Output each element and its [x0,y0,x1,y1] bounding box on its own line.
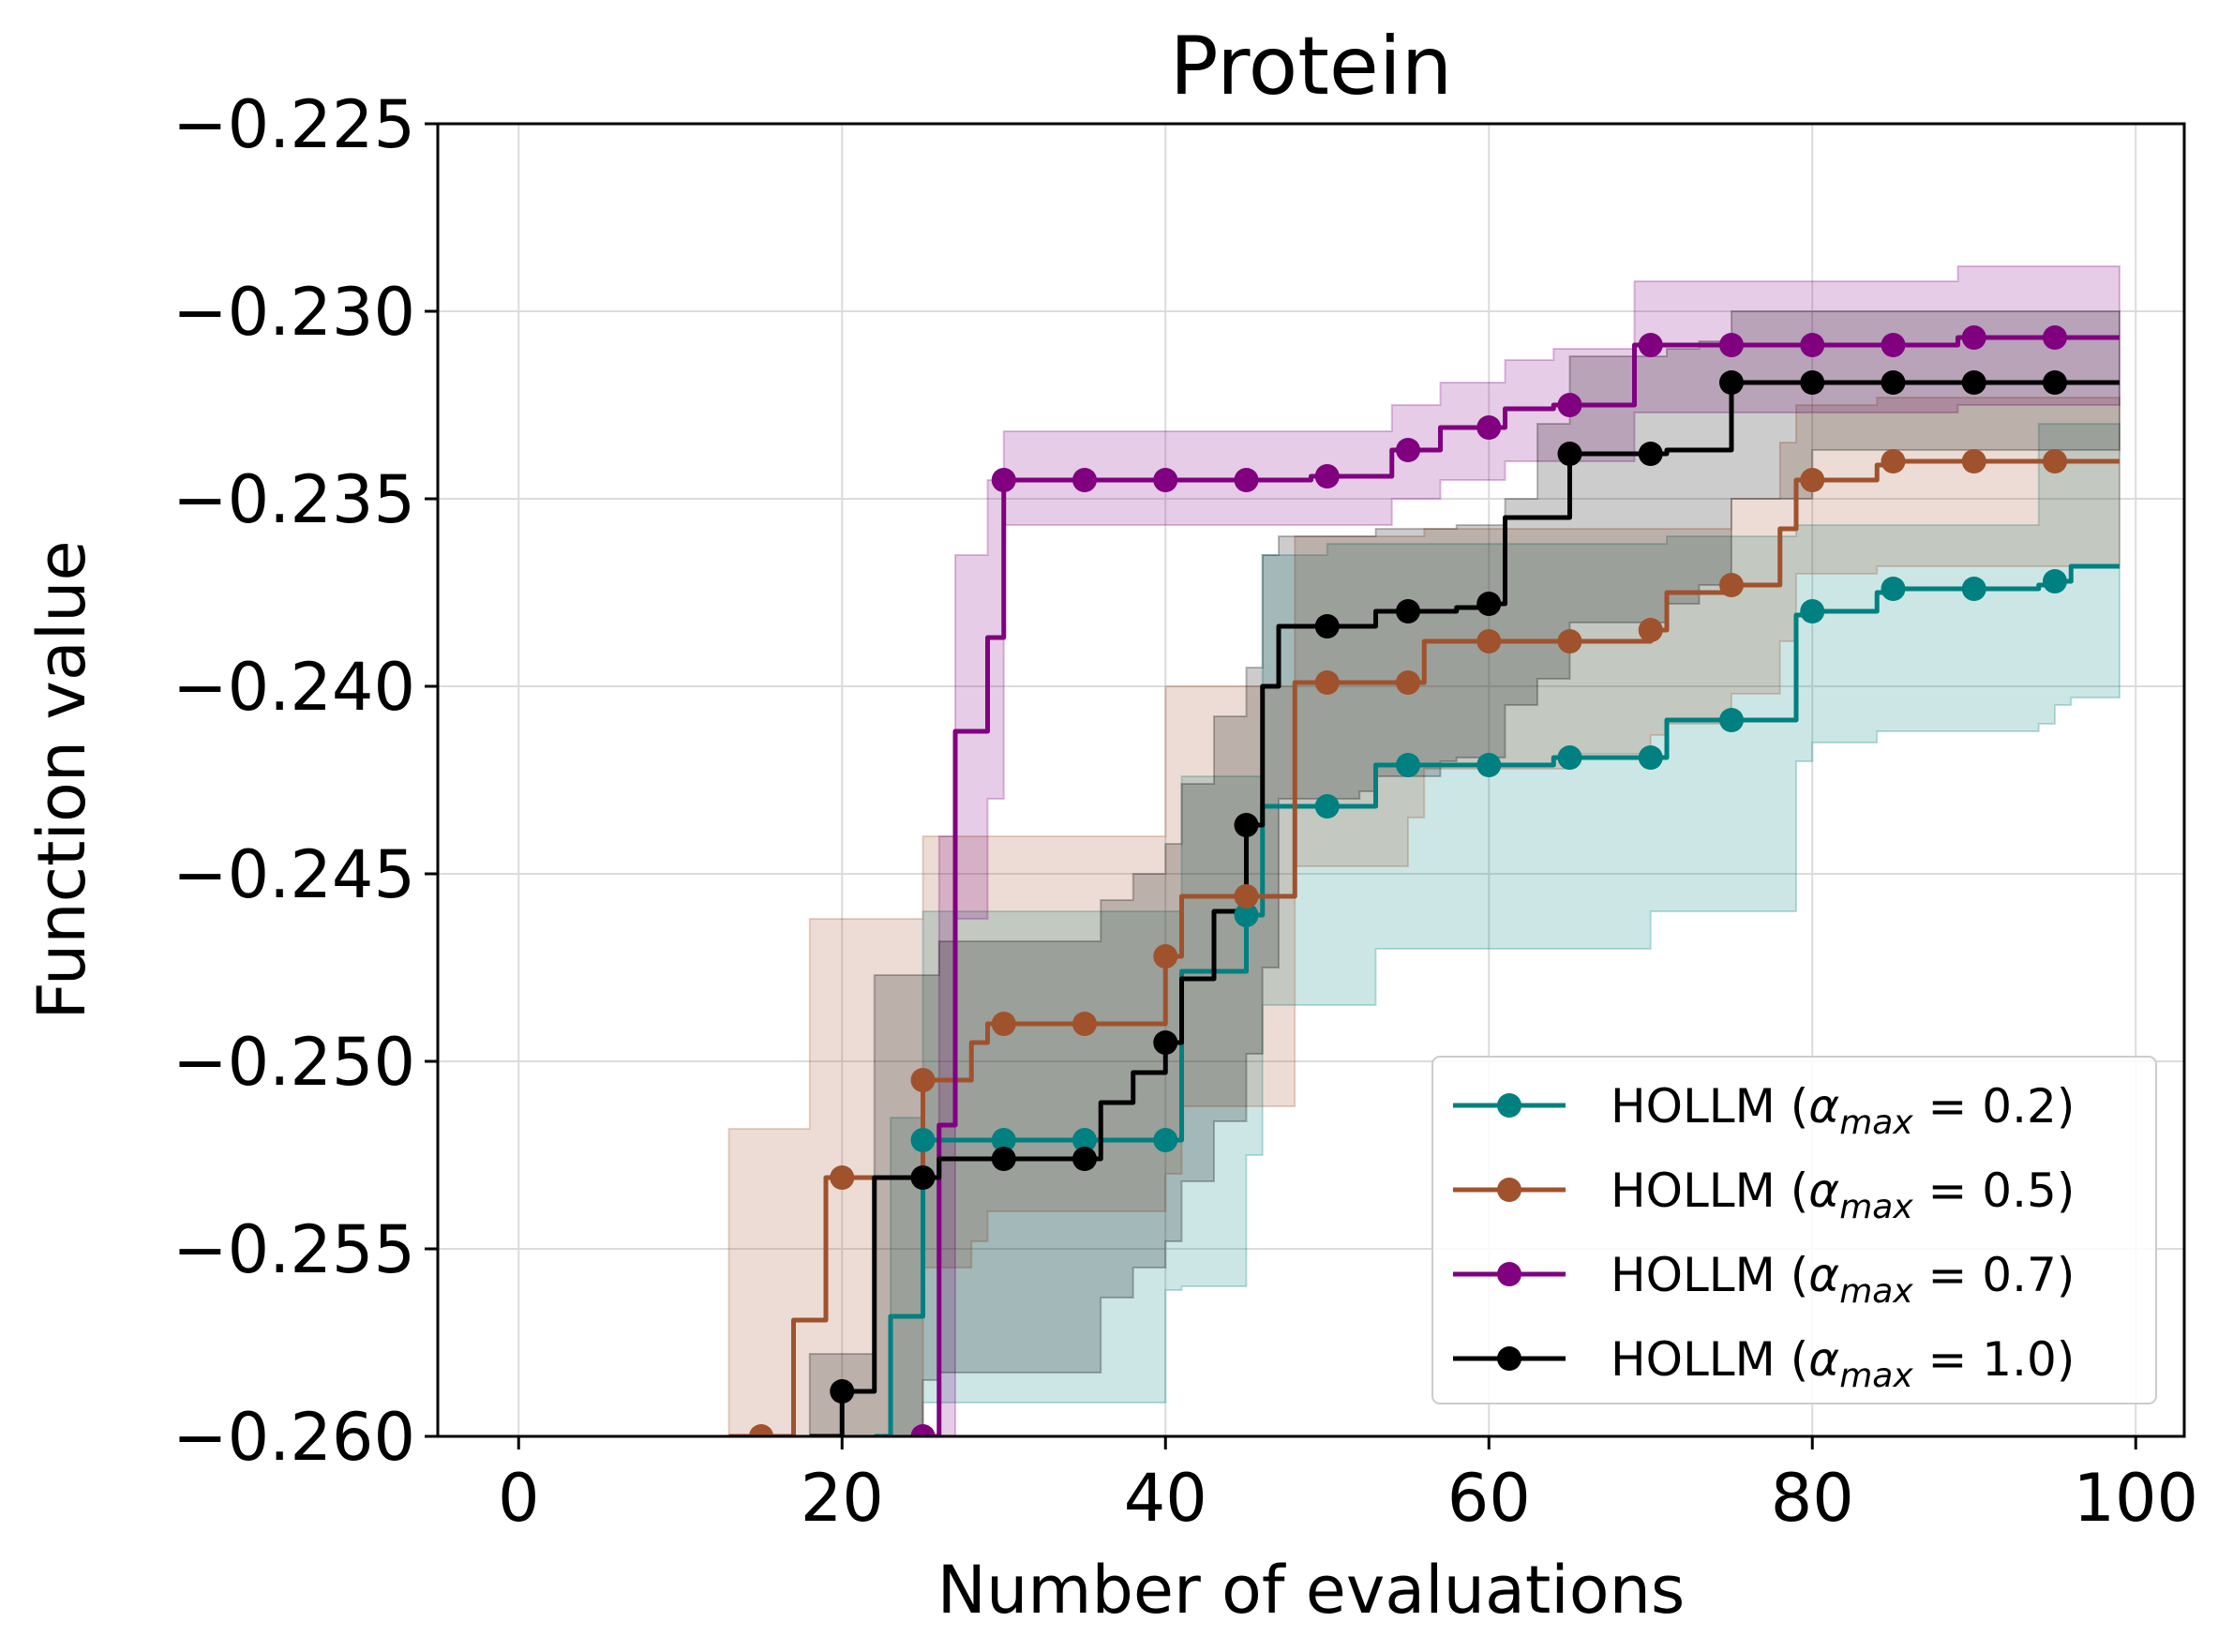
marker-0-7 [991,468,1016,492]
marker-0-7 [2043,325,2067,350]
marker-0-2 [1314,794,1340,818]
line-0-7 [922,335,2120,1436]
marker-0-5 [991,1012,1016,1036]
marker-0-5 [2043,449,2067,473]
marker-0-5 [1638,618,1663,642]
marker-1-0 [1234,813,1259,837]
legend-label-1-0: HOLLM (αmax = 1.0) [1611,1332,2075,1395]
legend-box [1431,1056,2157,1404]
x-tick-label: 0 [498,1460,540,1537]
x-axis: 0 20 40 60 80 100 [498,1436,2198,1537]
marker-0-2 [1961,577,1986,601]
marker-0-5 [1719,573,1744,597]
marker-0-2 [910,1128,936,1152]
marker-0-5 [1072,1012,1097,1036]
marker-0-7 [1314,464,1340,488]
marker-1-0 [910,1165,936,1190]
legend-label-0-5: HOLLM (αmax = 0.5) [1611,1164,2075,1226]
marker-1-0 [1396,599,1420,623]
marker-0-2 [1234,903,1259,927]
marker-0-7 [1557,393,1582,417]
marker-0-7 [1881,333,1906,357]
plot-frame [436,122,2186,1438]
marker-0-5 [830,1165,855,1190]
marker-0-5 [910,1068,936,1092]
x-tick-label: 60 [1447,1460,1531,1537]
marker-0-2 [1557,745,1582,770]
marker-1-0 [1314,614,1340,638]
band-0-5 [727,397,2121,1436]
marker-0-7 [1638,333,1663,357]
marker-0-2 [1396,753,1420,777]
marker-0-7 [1961,325,1986,350]
legend-marker-1-0 [1497,1346,1521,1371]
y-tick-label: −0.255 [172,1211,415,1288]
chart-title: Protein [1170,20,1452,113]
x-tick-label: 20 [801,1460,884,1537]
marker-0-2 [1719,708,1744,732]
marker-0-7 [1800,333,1825,357]
marker-1-0 [830,1379,855,1404]
legend-marker-0-2 [1497,1093,1521,1118]
legend: HOLLM (αmax = 0.2) HOLLM (αmax = 0.5) HOLL… [1431,1056,2157,1404]
marker-0-7 [910,1424,936,1436]
marker-0-7 [1719,333,1744,357]
y-tick-label: −0.235 [172,461,415,538]
y-tick-label: −0.225 [172,86,415,163]
marker-0-5 [1881,449,1906,473]
marker-0-5 [1476,629,1502,653]
marker-0-2 [991,1128,1016,1152]
marker-1-0 [1881,370,1906,395]
x-tick-label: 40 [1124,1460,1207,1537]
y-tick-label: −0.245 [172,836,415,913]
marker-1-0 [1557,442,1582,466]
marker-1-0 [1153,1030,1178,1055]
marker-0-2 [1153,1128,1178,1152]
marker-0-5 [1314,670,1340,695]
marker-1-0 [1719,370,1744,395]
y-axis: −0.260 −0.255 −0.250 −0.245 −0.240 −0.235 −0.2… [172,86,438,1476]
y-tick-label: −0.230 [172,274,415,351]
marker-0-2 [1638,745,1663,770]
legend-marker-0-7 [1497,1262,1521,1286]
y-axis-title: Function value [23,540,100,1019]
marker-0-5 [1396,670,1420,695]
x-tick-label: 100 [2073,1460,2198,1537]
marker-0-7 [1234,468,1259,492]
legend-label-0-2: HOLLM (αmax = 0.2) [1611,1079,2075,1142]
line-1-0 [809,380,2120,1436]
marker-1-0 [1638,442,1663,466]
marker-1-0 [1800,370,1825,395]
marker-0-5 [1800,468,1825,492]
marker-1-0 [1072,1147,1097,1171]
x-tick-label: 80 [1771,1460,1854,1537]
marker-0-7 [1153,468,1178,492]
series-markers [749,325,2067,1436]
marker-0-5 [749,1424,773,1436]
x-axis-title: Number of evaluations [937,1552,1686,1629]
marker-1-0 [1476,592,1502,616]
legend-marker-0-5 [1497,1178,1521,1202]
y-tick-label: −0.240 [172,649,415,726]
y-tick-label: −0.250 [172,1024,415,1101]
y-tick-label: −0.260 [172,1399,415,1476]
marker-0-5 [1234,884,1259,909]
legend-label-0-7: HOLLM (αmax = 0.7) [1611,1248,2075,1311]
marker-1-0 [991,1147,1016,1171]
marker-1-0 [1961,370,1986,395]
marker-0-2 [1476,753,1502,777]
marker-1-0 [2043,370,2067,395]
marker-0-7 [1396,438,1420,462]
marker-0-7 [1476,415,1502,440]
marker-0-2 [1072,1128,1097,1152]
marker-0-2 [1881,577,1906,601]
marker-0-7 [1072,468,1097,492]
marker-0-2 [2043,569,2067,593]
marker-0-5 [1153,944,1178,969]
band-0-2 [874,423,2121,1436]
marker-0-2 [1800,599,1825,623]
marker-0-5 [1557,629,1582,653]
marker-0-5 [1961,449,1986,473]
